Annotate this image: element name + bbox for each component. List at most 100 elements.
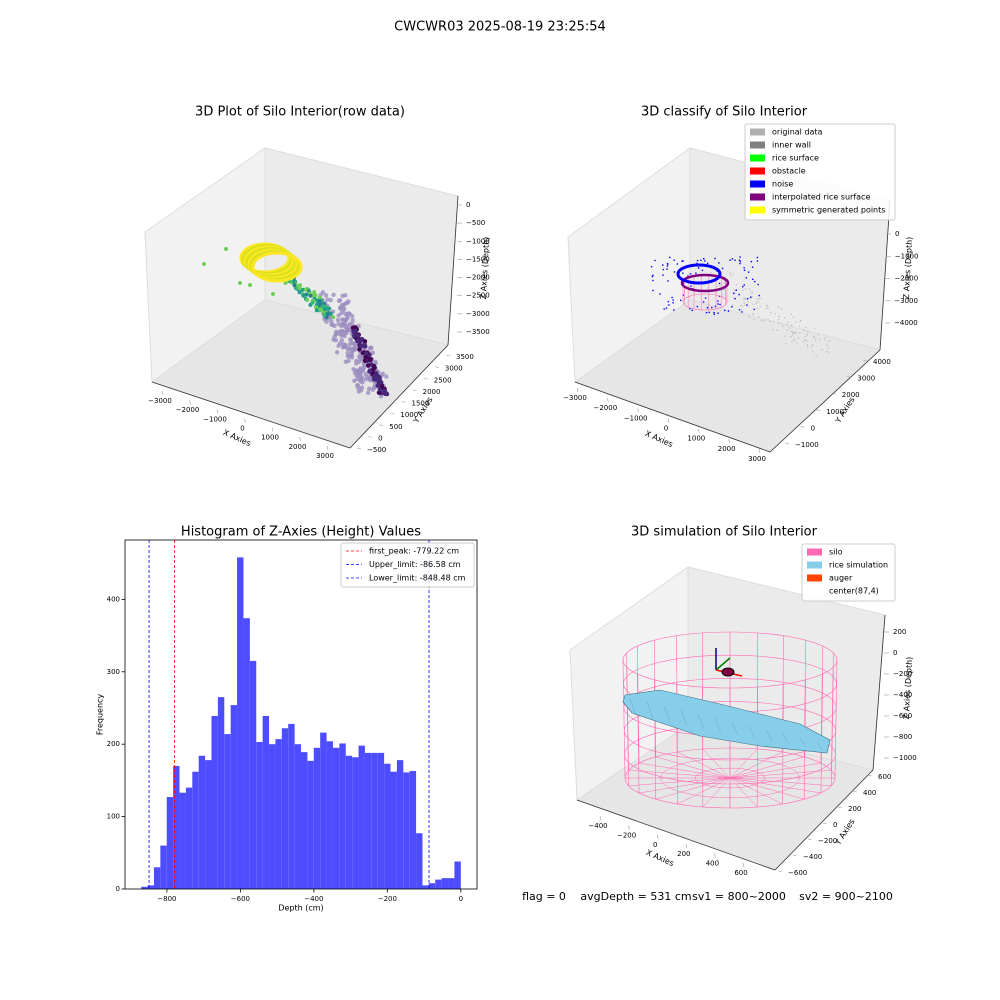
legend-label: inner wall bbox=[772, 141, 811, 150]
x-tick-label: −200 bbox=[617, 831, 636, 839]
bar bbox=[147, 885, 154, 889]
point-cloud bbox=[729, 272, 731, 274]
point-cloud bbox=[327, 306, 332, 311]
point-cloud bbox=[271, 292, 275, 296]
legend-swatch bbox=[750, 128, 765, 136]
tick-mark bbox=[714, 853, 716, 858]
silo-mesh bbox=[628, 769, 731, 779]
silo-mesh bbox=[702, 748, 731, 779]
bar bbox=[301, 752, 308, 889]
panel-title: 3D simulation of Silo Interior bbox=[631, 525, 818, 540]
point-cloud bbox=[790, 313, 792, 315]
x-tick-label: −600 bbox=[231, 895, 250, 903]
point-cloud bbox=[357, 371, 362, 376]
legend-label: rice surface bbox=[772, 154, 819, 163]
point-cloud bbox=[807, 345, 809, 347]
point-cloud bbox=[363, 371, 368, 377]
bar bbox=[326, 741, 333, 889]
point-cloud bbox=[731, 306, 733, 308]
silo-mesh bbox=[695, 767, 765, 789]
z-tick-label: −3500 bbox=[466, 328, 490, 336]
point-cloud bbox=[719, 303, 721, 306]
z-tick-label: −1000 bbox=[466, 237, 490, 245]
point-cloud bbox=[821, 348, 823, 351]
point-cloud bbox=[828, 351, 830, 353]
point-ring bbox=[251, 251, 303, 283]
point-cloud bbox=[791, 341, 793, 343]
bar bbox=[269, 744, 276, 889]
y-tick-label: 0 bbox=[378, 434, 382, 442]
x-tick-label: 0 bbox=[459, 895, 463, 903]
legend-label: original data bbox=[772, 128, 823, 137]
point-cloud bbox=[224, 247, 228, 251]
point-cloud bbox=[671, 296, 673, 299]
point-cloud bbox=[759, 305, 761, 308]
point-cloud bbox=[704, 297, 707, 299]
point-cloud bbox=[335, 317, 341, 323]
silo-mesh bbox=[834, 659, 838, 779]
y-tick-label: −500 bbox=[367, 446, 386, 454]
silo-mesh bbox=[729, 777, 758, 808]
panel-3d: 3D classify of Silo Interior −3000 −2000 −1… bbox=[563, 105, 918, 464]
x-tick-label: −400 bbox=[304, 895, 323, 903]
legend-swatch bbox=[750, 180, 765, 188]
surface-ring bbox=[680, 273, 730, 293]
legend-label: silo bbox=[829, 548, 843, 557]
point-cloud bbox=[798, 325, 801, 327]
point-cloud bbox=[748, 287, 750, 290]
point-cloud bbox=[735, 289, 738, 291]
point-cloud bbox=[331, 292, 336, 297]
point-cloud bbox=[337, 298, 343, 303]
point-cloud bbox=[815, 340, 817, 342]
point-cloud bbox=[654, 259, 656, 262]
point-cloud bbox=[706, 262, 709, 265]
point-cloud bbox=[829, 339, 831, 342]
point-cloud bbox=[746, 297, 749, 300]
point-cloud bbox=[763, 319, 765, 321]
z-tick-label: −2000 bbox=[895, 275, 919, 283]
legend-swatch bbox=[750, 206, 765, 214]
legend-label: Lower_limit: -848.48 cm bbox=[369, 574, 466, 583]
legend-swatch bbox=[807, 587, 822, 595]
bar bbox=[384, 763, 391, 889]
point-cloud bbox=[666, 262, 669, 265]
point-cloud bbox=[314, 308, 319, 313]
point-cloud bbox=[650, 266, 653, 268]
z-tick-label: −200 bbox=[893, 670, 912, 678]
bar bbox=[390, 771, 397, 889]
silo-mesh bbox=[639, 762, 731, 779]
rice-mesh bbox=[663, 705, 671, 723]
tick-mark bbox=[271, 427, 274, 432]
point-cloud bbox=[819, 338, 821, 340]
tick-mark bbox=[161, 390, 164, 396]
legend-swatch bbox=[807, 574, 822, 582]
silo-mesh bbox=[820, 673, 823, 794]
point-cloud bbox=[356, 389, 362, 394]
y-tick-label: 500 bbox=[389, 423, 402, 431]
point-cloud bbox=[806, 344, 809, 346]
x-tick-label: 0 bbox=[664, 425, 668, 433]
point-cloud bbox=[292, 283, 297, 288]
point-cloud bbox=[384, 374, 389, 379]
point-cloud bbox=[353, 368, 359, 373]
bar bbox=[166, 797, 174, 889]
y-tick-label: 200 bbox=[107, 740, 120, 748]
point-cloud bbox=[666, 268, 668, 270]
point-cloud bbox=[742, 285, 744, 288]
legend-swatch bbox=[807, 548, 822, 556]
y-axis-label: Frequency bbox=[96, 694, 105, 736]
tick-mark bbox=[784, 442, 790, 445]
point-cloud bbox=[662, 274, 664, 276]
point-cloud bbox=[367, 345, 373, 351]
point-cloud bbox=[799, 331, 801, 334]
point-cloud bbox=[778, 315, 780, 318]
tick-mark bbox=[867, 774, 873, 777]
tick-mark bbox=[445, 354, 451, 357]
bar bbox=[224, 734, 231, 889]
point-cloud bbox=[362, 358, 368, 363]
axis-line bbox=[576, 799, 776, 871]
x-tick-label: 3000 bbox=[748, 455, 766, 463]
point-cloud bbox=[362, 342, 367, 347]
silo-mesh bbox=[660, 757, 800, 799]
